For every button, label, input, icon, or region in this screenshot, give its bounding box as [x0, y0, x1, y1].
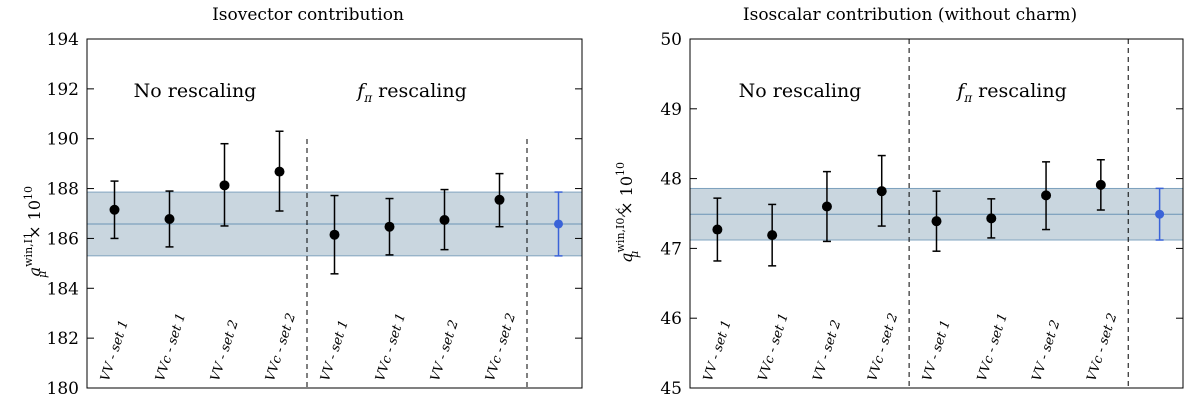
data-point — [164, 213, 175, 224]
ylabel-tail: × 10 — [617, 176, 636, 215]
y-tick-label: 184 — [47, 279, 79, 299]
svg-text:awin,I0,c̸μ× 1010: awin,I0,c̸μ × 1010 — [614, 162, 641, 262]
category-label: VVc - set 1 — [975, 311, 1011, 383]
ylabel-main: a — [25, 267, 44, 277]
data-point — [1041, 190, 1052, 201]
category-label: VVc - set 1 — [153, 311, 189, 383]
data-point — [821, 201, 832, 212]
data-point — [439, 214, 450, 225]
category-label: VV - set 2 — [810, 318, 844, 383]
category-label: VV - set 2 — [1030, 318, 1064, 383]
ylabel-exp: 10 — [614, 162, 627, 176]
region-label-no-rescaling: No rescaling — [134, 80, 257, 102]
data-point — [876, 186, 887, 197]
y-tick-label: 49 — [660, 100, 682, 120]
ylabel-sup: win,I1 — [22, 232, 35, 267]
chart-title: Isoscalar contribution (without charm) — [743, 5, 1077, 25]
data-point — [219, 180, 230, 191]
category-label: VV - set 1 — [98, 318, 132, 383]
category-label: VVc - set 1 — [756, 311, 792, 383]
y-axis-label: awin,I0,c̸μ × 1010 — [614, 162, 641, 262]
ylabel-main: a — [617, 252, 636, 262]
region-label-fpi-rescaling: fπ rescaling — [955, 80, 1067, 105]
category-label: VVc - set 2 — [263, 311, 299, 383]
category-label: VV - set 2 — [208, 318, 242, 383]
data-point — [767, 230, 778, 241]
category-label: VVc - set 2 — [865, 311, 901, 383]
plot-frame — [689, 38, 1184, 389]
data-point — [1095, 179, 1106, 190]
ylabel-sub: μ — [628, 251, 641, 258]
y-tick-label: 50 — [660, 30, 682, 50]
data-point — [384, 221, 395, 232]
y-tick-label: 186 — [47, 229, 79, 249]
ylabel-sub: μ — [36, 271, 49, 278]
y-axis-label: awin,I1μ × 1010 — [22, 186, 49, 278]
data-point — [712, 224, 723, 235]
data-point — [494, 194, 505, 205]
y-tick-label: 190 — [47, 130, 79, 150]
chart-isoscalar: Isoscalar contribution (without charm) a… — [614, 5, 1184, 398]
data-point — [274, 166, 285, 177]
data-point — [329, 229, 340, 240]
ylabel-sup: win,I0,c̸ — [614, 208, 627, 253]
category-label: VVc - set 1 — [373, 311, 409, 383]
y-tick-label: 48 — [660, 170, 682, 190]
category-label: VVc - set 2 — [483, 311, 519, 383]
category-label: VV - set 2 — [428, 318, 462, 383]
svg-text:awin,I1μ× 1010: awin,I1μ × 1010 — [22, 186, 49, 278]
category-label: VV - set 1 — [318, 318, 352, 383]
y-tick-label: 192 — [47, 80, 79, 100]
y-tick-label: 188 — [47, 180, 79, 200]
ylabel-exp: 10 — [22, 186, 35, 200]
chart-isovector: Isovector contribution awin,I1μ × 1010 No… — [22, 5, 583, 398]
data-point — [109, 204, 120, 215]
average-point — [554, 219, 563, 229]
ylabel-tail: × 10 — [25, 200, 44, 239]
category-label: VV - set 1 — [920, 318, 954, 383]
chart-title: Isovector contribution — [212, 5, 404, 25]
category-label: VVc - set 2 — [1084, 311, 1120, 383]
data-point — [931, 216, 942, 227]
average-point — [1155, 209, 1165, 219]
plot-frame — [86, 38, 583, 389]
y-tick-label: 182 — [47, 329, 79, 349]
region-label-no-rescaling: No rescaling — [739, 80, 862, 102]
data-point — [986, 213, 997, 224]
y-tick-label: 180 — [47, 379, 79, 398]
y-tick-label: 194 — [47, 30, 79, 50]
y-tick-label: 46 — [660, 309, 682, 329]
y-tick-label: 45 — [660, 379, 682, 398]
region-label-fpi-rescaling: fπ rescaling — [355, 80, 467, 105]
category-label: VV - set 1 — [701, 318, 735, 383]
y-tick-label: 47 — [660, 239, 682, 259]
